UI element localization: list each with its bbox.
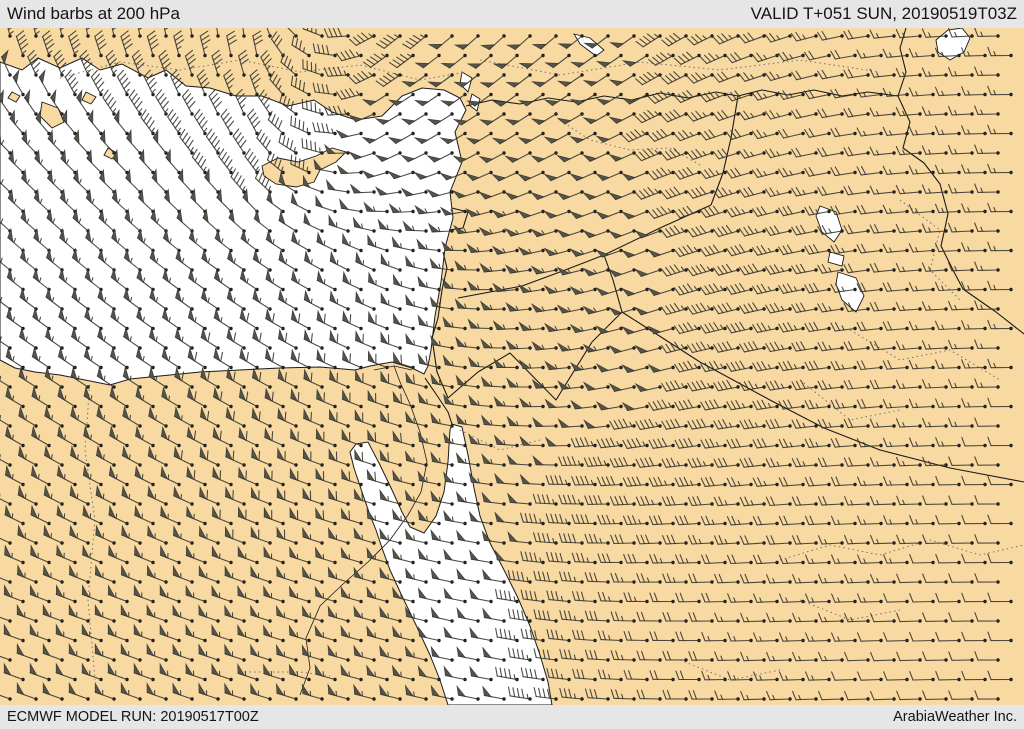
attribution-label: ArabiaWeather Inc. bbox=[893, 709, 1017, 725]
wind-barb-map bbox=[0, 28, 1024, 705]
map-title: Wind barbs at 200 hPa bbox=[7, 4, 180, 23]
map-canvas bbox=[0, 28, 1024, 705]
title-bar: Wind barbs at 200 hPa VALID T+051 SUN, 2… bbox=[0, 0, 1024, 28]
model-run-label: ECMWF MODEL RUN: 20190517T00Z bbox=[7, 709, 259, 725]
valid-time-label: VALID T+051 SUN, 20190519T03Z bbox=[750, 4, 1017, 23]
status-bar: ECMWF MODEL RUN: 20190517T00Z ArabiaWeat… bbox=[0, 705, 1024, 729]
